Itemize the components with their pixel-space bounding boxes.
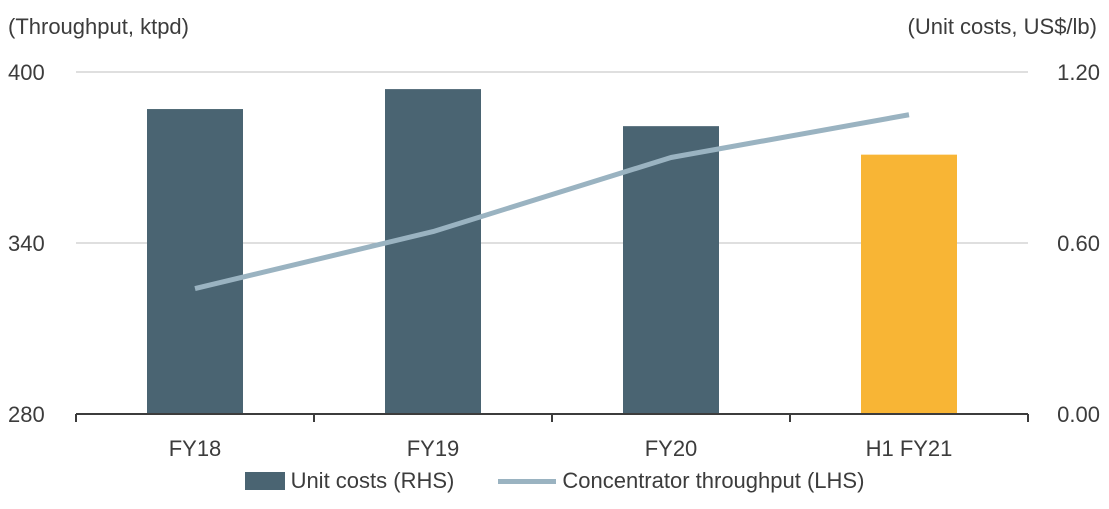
bar-series bbox=[147, 89, 957, 415]
bar bbox=[861, 154, 957, 414]
bar bbox=[147, 109, 243, 415]
left-axis-title: (Throughput, ktpd) bbox=[8, 14, 189, 39]
legend: Unit costs (RHS) Concentrator throughput… bbox=[0, 468, 1109, 494]
category-label: FY19 bbox=[407, 436, 460, 461]
line-series bbox=[194, 112, 910, 292]
legend-label-unit-costs: Unit costs (RHS) bbox=[290, 468, 455, 493]
bar bbox=[385, 89, 481, 414]
left-tick-label: 340 bbox=[8, 231, 45, 256]
legend-item-throughput: Concentrator throughput (LHS) bbox=[498, 468, 864, 494]
left-tick-label: 400 bbox=[8, 60, 45, 85]
left-tick-label: 280 bbox=[8, 402, 45, 427]
legend-label-throughput: Concentrator throughput (LHS) bbox=[562, 468, 865, 493]
throughput-line bbox=[194, 112, 910, 292]
tick-labels: 400 340 280 1.20 0.60 0.00 FY18 FY19 FY20 H1 FY21 bbox=[8, 60, 1100, 461]
category-label: FY18 bbox=[169, 436, 222, 461]
right-tick-label: 0.00 bbox=[1057, 402, 1100, 427]
legend-swatch-bar bbox=[244, 472, 285, 490]
category-label: H1 FY21 bbox=[866, 436, 953, 461]
right-tick-label: 0.60 bbox=[1057, 231, 1100, 256]
category-label: FY20 bbox=[645, 436, 698, 461]
bar bbox=[623, 126, 719, 415]
axes bbox=[75, 413, 1029, 422]
chart-area: 400 340 280 1.20 0.60 0.00 FY18 FY19 FY20 H1 FY21 bbox=[8, 60, 1100, 461]
legend-item-unit-costs: Unit costs (RHS) bbox=[244, 468, 455, 494]
legend-swatch-line bbox=[498, 478, 557, 484]
right-tick-label: 1.20 bbox=[1057, 60, 1100, 85]
right-axis-title: (Unit costs, US$/lb) bbox=[907, 14, 1098, 39]
